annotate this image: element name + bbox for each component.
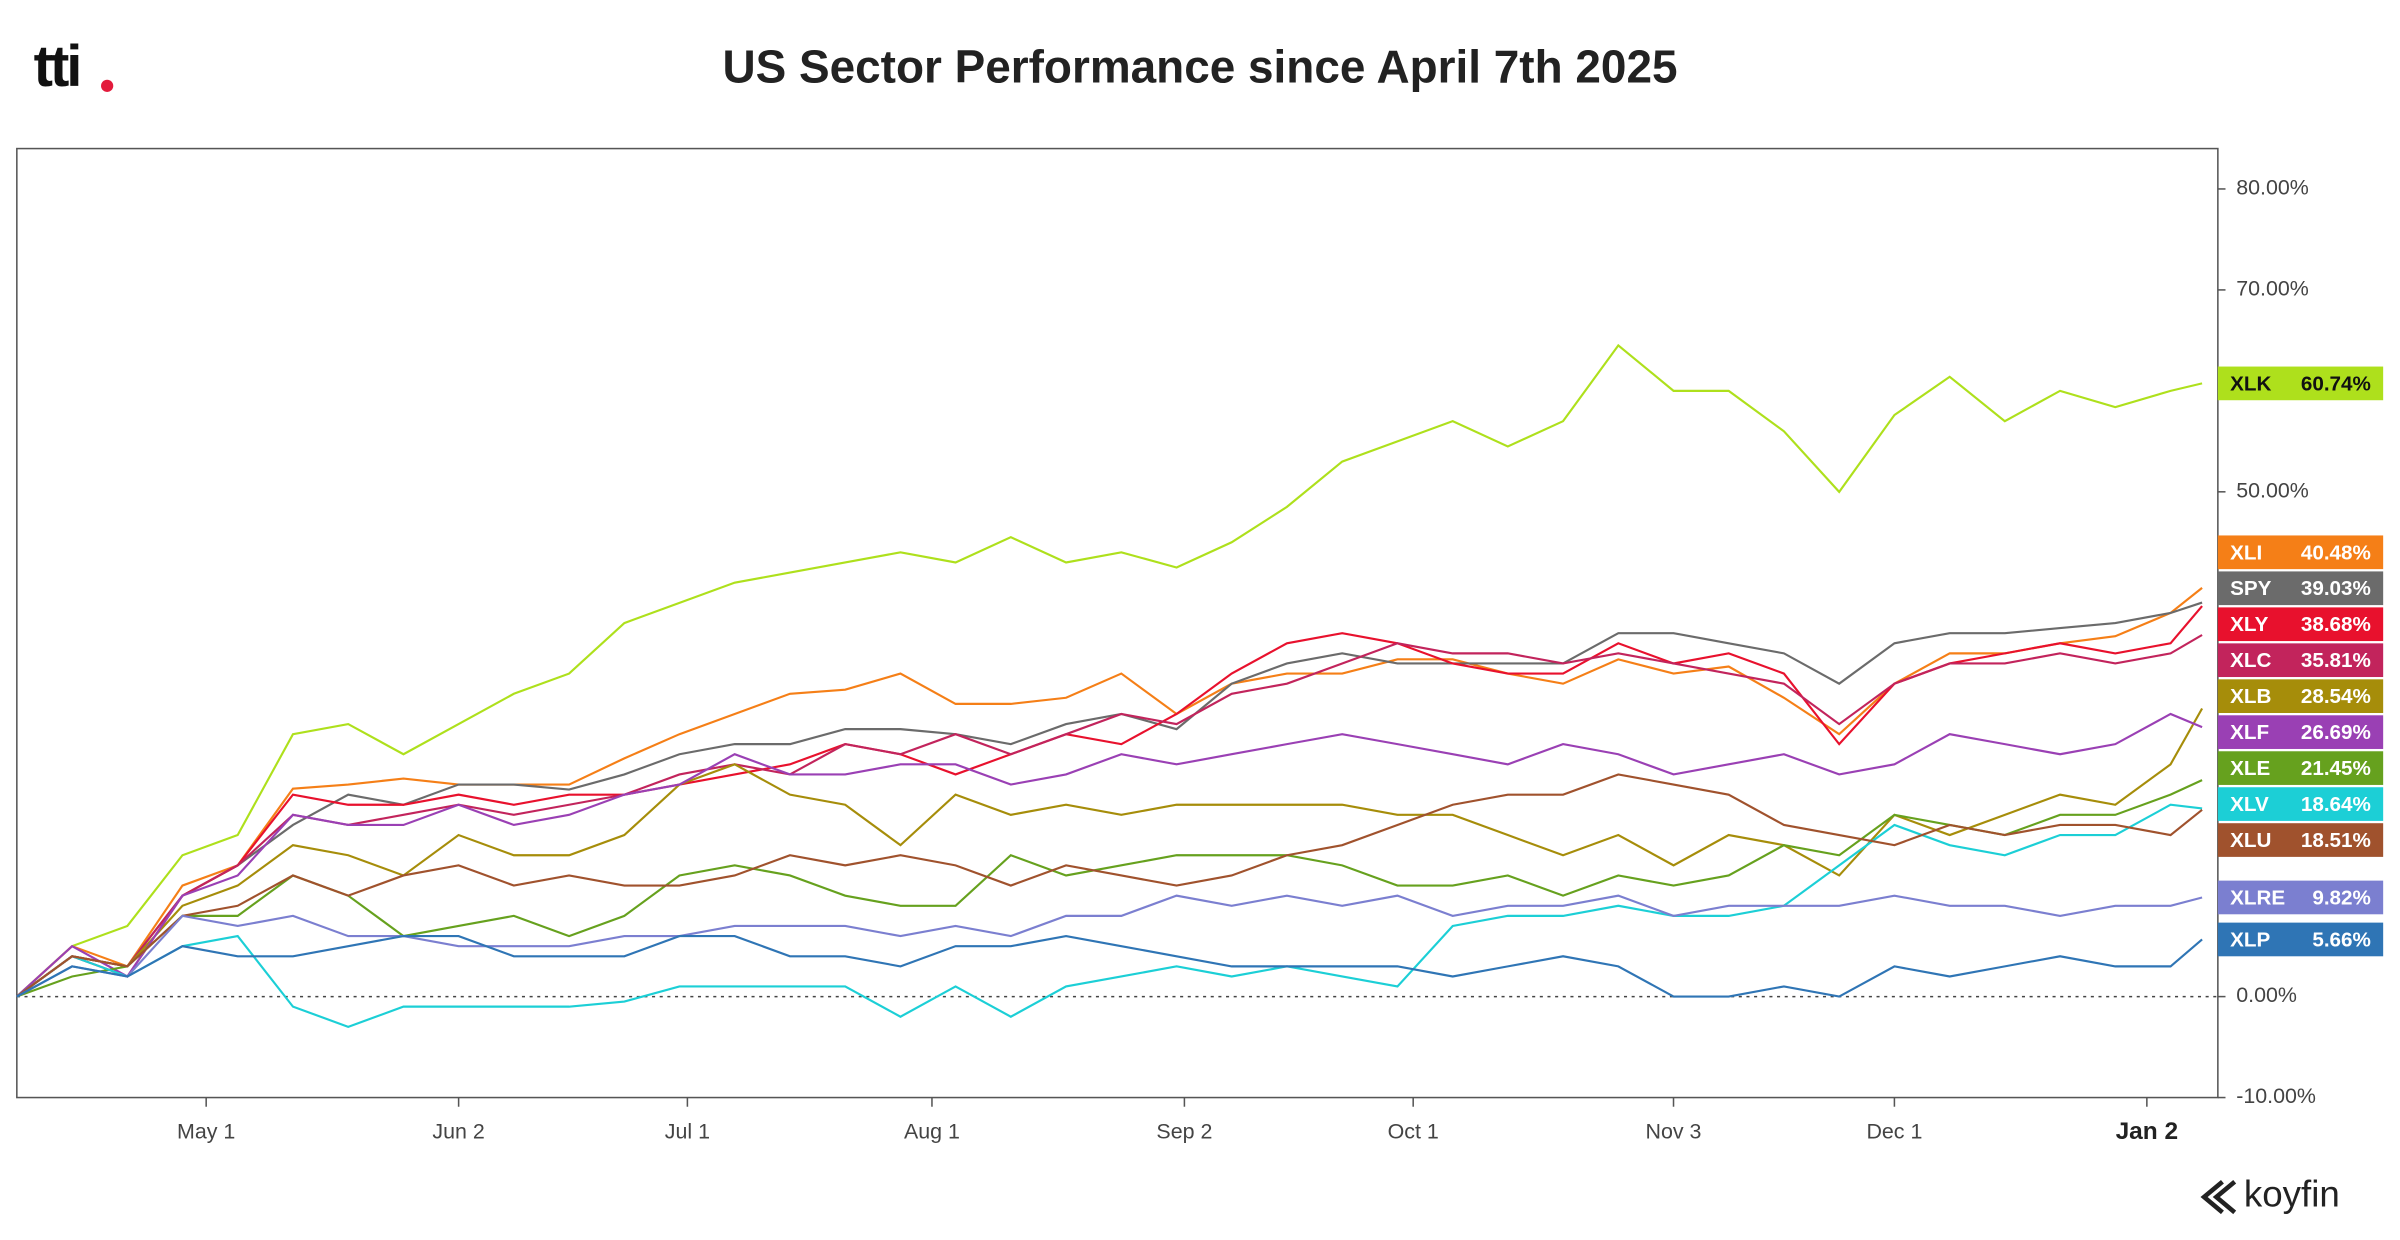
series-line [16, 343, 2203, 998]
end-tag [2217, 880, 2384, 915]
series-line [16, 587, 2203, 998]
series-line [16, 894, 2203, 998]
end-tag [2217, 679, 2384, 714]
series-line [16, 779, 2203, 998]
plot-frame [16, 147, 2219, 1099]
x-tick-label: Sep 2 [1156, 1119, 1212, 1143]
legend-label: SPY [2230, 577, 2272, 600]
x-tick-label: Aug 1 [904, 1119, 960, 1143]
x-tick-label: Nov 3 [1646, 1119, 1702, 1143]
data-label: 26.69% [2301, 721, 2371, 744]
logo: tti [34, 34, 80, 99]
chart-title: US Sector Performance since April 7th 20… [722, 41, 1677, 93]
data-label: 35.81% [2301, 649, 2371, 672]
logo-dot [101, 79, 114, 92]
end-tag [2217, 751, 2384, 785]
data-label: 60.74% [2301, 372, 2371, 395]
x-tick-label: Jan 2 [2116, 1118, 2179, 1145]
series-line [16, 803, 2203, 1028]
series-line [16, 773, 2203, 998]
data-label: 40.48% [2301, 541, 2371, 564]
y-tick-label: 50.00% [2236, 478, 2309, 502]
data-label: 38.68% [2301, 613, 2371, 636]
end-tag [2217, 643, 2384, 678]
legend-label: XLRE [2230, 886, 2285, 909]
x-tick-label: Jul 1 [665, 1119, 710, 1143]
y-tick-label: 70.00% [2236, 277, 2309, 301]
end-tag [2217, 535, 2384, 570]
end-tag [2217, 366, 2384, 401]
series-line [16, 605, 2203, 998]
end-tag [2217, 787, 2384, 821]
y-tick-label: 0.00% [2236, 983, 2297, 1007]
legend-label: XLK [2230, 372, 2271, 395]
brand: koyfin [2244, 1174, 2340, 1215]
brand-icon [2200, 1179, 2237, 1215]
data-label: 18.64% [2301, 793, 2371, 816]
x-tick-label: Jun 2 [432, 1119, 484, 1143]
end-tag [2217, 715, 2384, 749]
data-label: 5.66% [2312, 928, 2371, 951]
legend-label: XLE [2230, 757, 2270, 780]
x-tick-label: Oct 1 [1388, 1119, 1439, 1143]
end-tag [2217, 607, 2384, 642]
legend-label: XLB [2230, 685, 2271, 708]
legend-label: XLY [2230, 613, 2268, 636]
x-tick-label: Dec 1 [1866, 1119, 1922, 1143]
data-label: 39.03% [2301, 577, 2371, 600]
legend-label: XLU [2230, 829, 2271, 852]
data-label: 9.82% [2312, 886, 2371, 909]
series-line [16, 707, 2204, 998]
y-tick-label: 80.00% [2236, 176, 2309, 200]
series-line [16, 934, 2203, 998]
legend-label: XLI [2230, 541, 2262, 564]
legend-label: XLF [2230, 721, 2269, 744]
y-tick-label: -10.00% [2236, 1084, 2316, 1108]
end-tag [2217, 823, 2384, 857]
series-line [16, 634, 2203, 998]
end-tag [2217, 571, 2384, 606]
series-line [16, 712, 2203, 998]
legend-label: XLP [2230, 928, 2270, 951]
end-tag [2217, 922, 2384, 957]
x-tick-label: May 1 [177, 1119, 235, 1143]
series-line [16, 601, 2203, 998]
legend-label: XLV [2230, 793, 2269, 816]
data-label: 21.45% [2301, 757, 2371, 780]
legend-label: XLC [2230, 649, 2271, 672]
data-label: 18.51% [2301, 829, 2371, 852]
data-label: 28.54% [2301, 685, 2371, 708]
